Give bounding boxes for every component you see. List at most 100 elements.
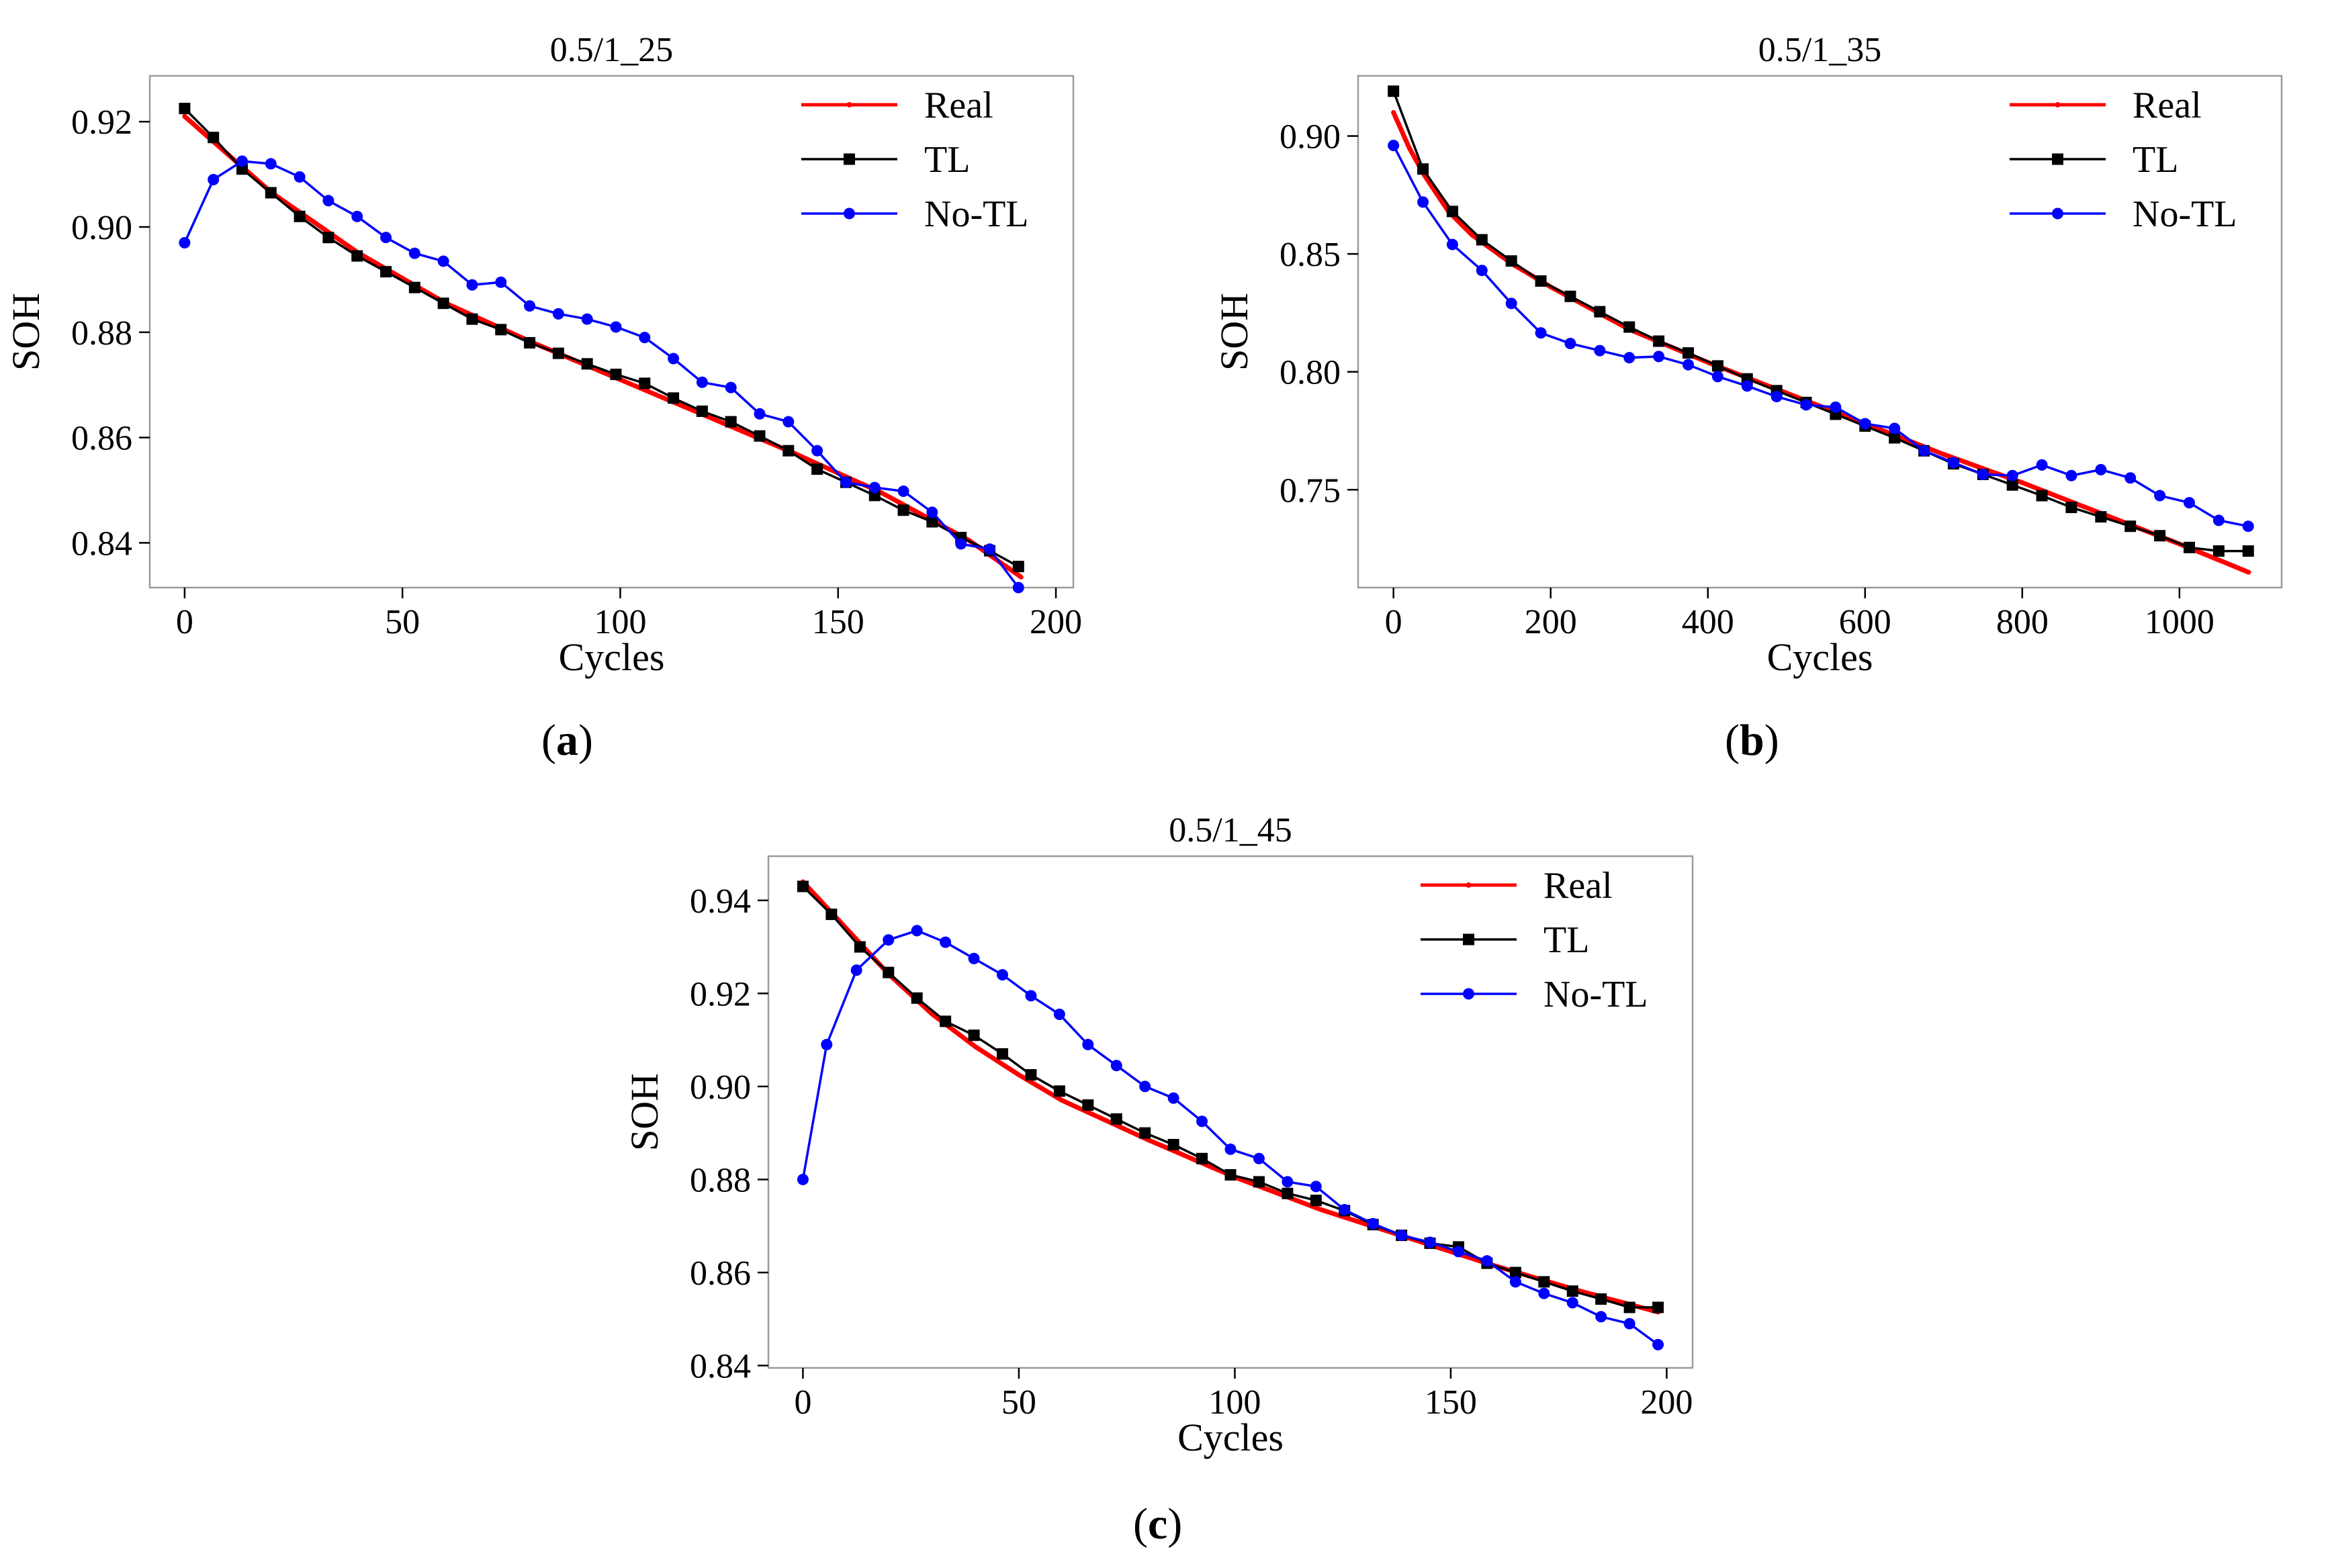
- data-point: [1367, 1217, 1379, 1230]
- data-point: [351, 250, 363, 262]
- y-tick-label: 0.86: [71, 420, 132, 458]
- data-point: [1388, 85, 1400, 97]
- data-point: [1085, 1109, 1091, 1115]
- data-point: [208, 173, 220, 185]
- legend-label: No-TL: [2133, 193, 2237, 235]
- y-axis-label: SOH: [1212, 293, 1256, 371]
- data-point: [1452, 1246, 1464, 1258]
- data-point: [2124, 472, 2137, 484]
- data-point: [1446, 205, 1458, 218]
- data-point: [524, 300, 536, 312]
- data-point: [1711, 360, 1723, 372]
- series-line: [801, 929, 1660, 1346]
- data-point: [2154, 530, 2166, 542]
- data-point: [1623, 321, 1636, 333]
- data-point: [1345, 1215, 1350, 1221]
- y-tick-label: 0.90: [1280, 118, 1341, 156]
- x-tick-label: 400: [1682, 603, 1734, 641]
- data-point: [809, 459, 815, 464]
- data-point: [821, 1039, 833, 1051]
- x-tick-label: 100: [1208, 1383, 1261, 1422]
- series-tl: [797, 880, 1664, 1313]
- data-point: [897, 500, 902, 505]
- data-point: [1947, 457, 1959, 469]
- y-tick-label: 0.84: [690, 1348, 751, 1386]
- data-point: [1595, 1311, 1607, 1323]
- data-point: [2184, 497, 2195, 509]
- data-point: [1003, 1064, 1009, 1069]
- data-point: [1292, 1197, 1298, 1203]
- data-point: [997, 969, 1009, 981]
- data-point: [811, 445, 823, 457]
- data-point: [850, 964, 862, 976]
- data-point: [1973, 463, 1978, 468]
- data-point: [1405, 142, 1410, 147]
- data-point: [1012, 1069, 1018, 1074]
- data-point: [1059, 1098, 1065, 1103]
- data-point: [2198, 550, 2203, 555]
- data-point: [1652, 1301, 1664, 1313]
- data-point: [914, 509, 920, 514]
- data-point: [661, 396, 666, 401]
- data-point: [1594, 344, 1606, 357]
- plot-frame: [1357, 75, 2283, 589]
- data-point: [983, 543, 995, 555]
- data-point: [2212, 514, 2225, 526]
- data-point: [639, 332, 651, 344]
- data-point: [1034, 1082, 1039, 1088]
- data-point: [1653, 351, 1665, 363]
- data-point: [2211, 555, 2216, 561]
- data-point: [1505, 297, 1517, 310]
- data-point: [879, 490, 885, 496]
- data-point: [748, 432, 754, 438]
- data-point: [1566, 1297, 1578, 1309]
- x-tick-label: 50: [1001, 1383, 1036, 1422]
- legend-label: Real: [924, 85, 993, 126]
- data-point: [1988, 469, 1993, 474]
- legend-marker: [2052, 153, 2063, 165]
- series-line: [801, 885, 1660, 1309]
- data-point: [888, 495, 893, 500]
- data-point: [868, 481, 881, 494]
- data-point: [1020, 1074, 1026, 1080]
- data-point: [1110, 1060, 1122, 1072]
- data-point: [1424, 1236, 1436, 1248]
- data-point: [408, 281, 420, 293]
- data-point: [1682, 359, 1694, 371]
- y-tick-label: 0.86: [690, 1254, 751, 1293]
- data-point: [981, 1050, 987, 1055]
- data-point: [977, 1047, 983, 1052]
- data-point: [380, 266, 392, 278]
- data-point: [1965, 460, 1970, 465]
- data-point: [1682, 347, 1694, 359]
- data-point: [495, 324, 507, 336]
- data-point: [2246, 569, 2251, 575]
- x-tick-label: 150: [812, 603, 864, 641]
- legend-marker: [2055, 102, 2061, 107]
- legend-marker: [1466, 882, 1472, 888]
- data-point: [926, 506, 938, 518]
- data-point: [1441, 201, 1447, 207]
- x-tick-label: 200: [1030, 603, 1082, 641]
- data-point: [1403, 138, 1408, 144]
- data-point: [495, 276, 507, 288]
- data-point: [1394, 117, 1399, 122]
- y-tick-label: 0.75: [1280, 471, 1341, 510]
- data-point: [1509, 1276, 1521, 1288]
- data-point: [1310, 1195, 1322, 1207]
- data-point: [236, 155, 248, 167]
- data-point: [552, 308, 564, 320]
- data-point: [322, 232, 334, 244]
- y-axis-label: SOH: [623, 1073, 666, 1151]
- series-line: [1392, 144, 2250, 528]
- data-point: [1400, 131, 1406, 136]
- data-point: [1267, 1187, 1272, 1193]
- x-axis-label: Cycles: [1177, 1416, 1284, 1459]
- data-point: [868, 490, 881, 502]
- data-point: [1396, 120, 1401, 126]
- data-point: [294, 171, 306, 183]
- chart-title: 0.5/1_45: [1169, 811, 1292, 849]
- x-tick-label: 200: [1640, 1383, 1693, 1422]
- data-point: [581, 313, 593, 325]
- data-point: [687, 406, 692, 412]
